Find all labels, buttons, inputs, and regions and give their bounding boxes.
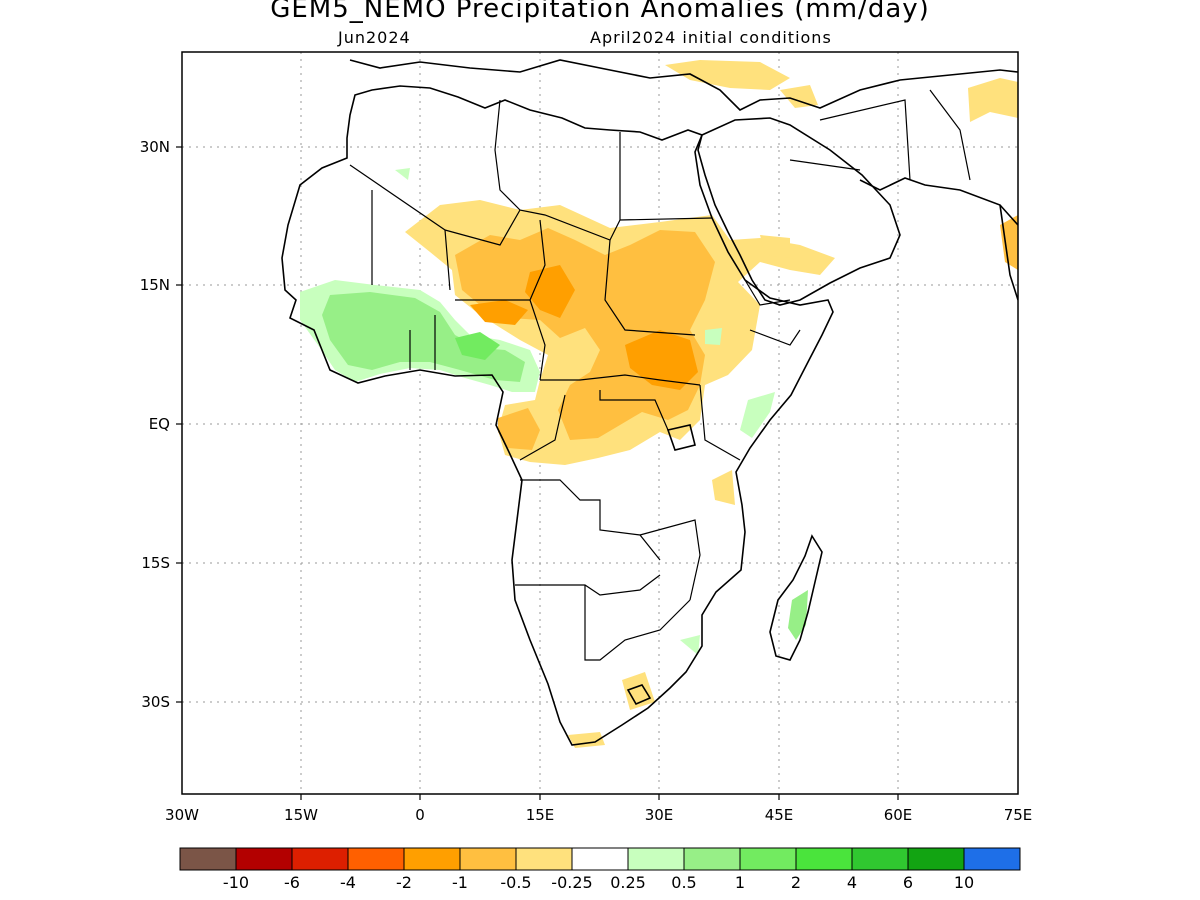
x-tick-label: 30E [645,806,674,824]
west-africa-wet-core [322,292,525,382]
east-africa-coast-dry [712,470,735,505]
lake-victoria [666,424,696,451]
colorbar-label: 1 [735,873,745,892]
x-tick-label: 0 [415,806,425,824]
colorbar-swatch [515,847,573,871]
map-title: GEM5_NEMO Precipitation Anomalies (mm/da… [270,0,930,24]
arabia-dry-patch [760,235,790,258]
colorbar-label: -4 [340,873,356,892]
colorbar-swatch [683,847,741,871]
y-tick-labels: 30N 15N EQ 15S 30S [140,138,170,711]
x-tick-label: 15W [284,806,318,824]
colorbar-label: -6 [284,873,300,892]
colorbar-label: 4 [847,873,857,892]
chad-dry-core [525,265,575,318]
colorbar-swatch [347,847,405,871]
colorbar-swatch [291,847,349,871]
mediterranean-north-coast [349,59,1018,111]
wet-anomaly-areas [300,168,808,655]
iran-dry-patch [968,78,1018,122]
colorbar-label: 0.5 [671,873,696,892]
colorbar-swatch [795,847,853,871]
x-tick-label: 60E [884,806,913,824]
colorbar-swatch [403,847,461,871]
mozambique-wet-speck [680,635,700,655]
colorbar-swatch [179,847,237,871]
mediterranean-dry-patch [665,60,790,90]
colorbar-label: -0.25 [551,873,592,892]
colorbar-labels: -10 -6 -4 -2 -1 -0.5 -0.25 0.25 0.5 1 2 … [223,873,974,892]
colorbar-swatch [459,847,517,871]
colorbar-label: -0.5 [500,873,531,892]
y-tick-label: 15S [141,554,170,572]
x-tick-label: 75E [1004,806,1033,824]
colorbar-label: 2 [791,873,801,892]
nigeria-wet-core [455,332,500,360]
y-tick-label: 30S [141,693,170,711]
x-tick-label: 15E [526,806,555,824]
south-sudan-dry-core [625,330,698,390]
colorbar-swatch [907,847,965,871]
y-tick-label: 15N [140,276,170,294]
colorbar-swatch [739,847,797,871]
madagascar-wet [788,590,808,640]
coastlines [281,59,1018,746]
africa-coastline [281,85,834,746]
y-tick-label: 30N [140,138,170,156]
colorbar-label: 0.25 [610,873,646,892]
colorbar-label: -2 [396,873,412,892]
colorbar-swatch [235,847,293,871]
dry-anomaly-areas [405,60,1018,748]
arabia-coastline [697,117,901,306]
map-area [182,52,1018,794]
persian-gulf-coast [859,177,1018,226]
colorbar [179,847,1021,871]
levant-dry-patch [780,85,818,108]
y-tick-label: EQ [149,415,170,433]
x-tick-labels: 30W 15W 0 15E 30E 45E 60E 75E [165,806,1032,824]
sahara-wet-speck [395,168,410,180]
south-africa-dry-patch [622,672,655,710]
nigeria-dry-core [470,300,528,325]
colorbar-swatch [963,847,1021,871]
colorbar-label: 6 [903,873,913,892]
madagascar-coastline [769,534,823,661]
gabon-dry-patch [498,408,540,450]
colorbar-swatch [571,847,629,871]
x-tick-label: 45E [765,806,794,824]
tick-marks [176,146,899,800]
kenya-coast-wet [740,392,775,438]
india-dry-patch [1000,215,1018,270]
lesotho-outline [626,684,652,706]
country-borders [349,89,971,661]
map-frame [181,51,1019,795]
colorbar-label: -10 [223,873,249,892]
colorbar-label: -1 [452,873,468,892]
ethiopia-wet-speck [705,328,722,345]
sahel-moderate-dry [455,228,715,440]
x-tick-label: 30W [165,806,199,824]
india-coast [999,204,1018,301]
colorbar-swatch [851,847,909,871]
initial-conditions: April2024 initial conditions [590,28,832,47]
colorbar-label: 10 [954,873,974,892]
forecast-month: Jun2024 [338,28,411,47]
colorbar-swatch [627,847,685,871]
